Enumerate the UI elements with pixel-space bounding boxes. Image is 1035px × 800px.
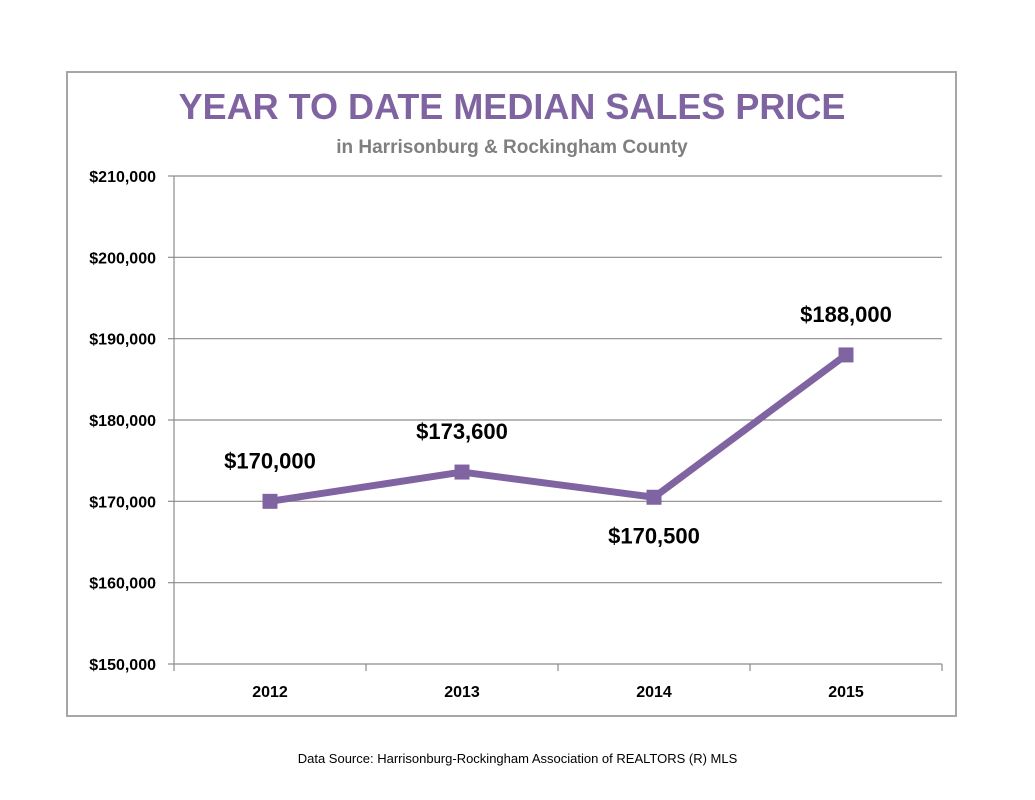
y-tick-label: $160,000 [89,576,156,593]
data-label: $173,600 [416,419,508,444]
y-tick-label: $170,000 [89,494,156,511]
data-point-marker [454,464,470,480]
y-tick-label: $200,000 [89,250,156,267]
data-point-marker [838,347,854,363]
x-tick-label: 2012 [252,684,288,701]
y-tick-label: $150,000 [89,657,156,674]
y-tick-label: $210,000 [89,169,156,186]
x-tick-label: 2014 [636,684,672,701]
data-label: $170,500 [608,523,700,548]
x-tick-label: 2013 [444,684,480,701]
x-tick-label: 2015 [828,684,864,701]
data-source-footer: Data Source: Harrisonburg-Rockingham Ass… [297,751,738,766]
series-line [269,352,849,505]
chart-title: YEAR TO DATE MEDIAN SALES PRICE [179,86,846,127]
data-label: $188,000 [800,302,892,327]
data-point-marker [262,493,278,509]
y-tick-label: $190,000 [89,332,156,349]
data-label: $170,000 [224,448,316,473]
y-tick-label: $180,000 [89,413,156,430]
data-point-marker [646,489,662,505]
chart-subtitle: in Harrisonburg & Rockingham County [336,137,688,158]
chart-frame [66,71,957,717]
